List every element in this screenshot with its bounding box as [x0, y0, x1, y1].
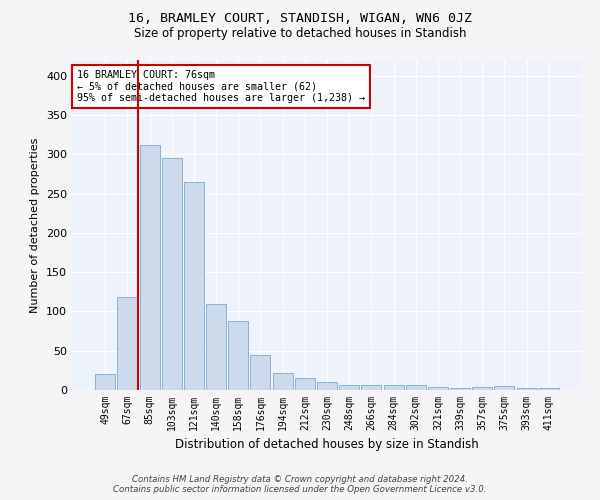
- Bar: [295, 378, 315, 390]
- Text: 16 BRAMLEY COURT: 76sqm
← 5% of detached houses are smaller (62)
95% of semi-det: 16 BRAMLEY COURT: 76sqm ← 5% of detached…: [77, 70, 365, 103]
- Bar: [162, 158, 182, 390]
- Bar: [250, 354, 271, 390]
- Bar: [140, 145, 160, 390]
- Bar: [406, 384, 426, 390]
- Bar: [95, 374, 115, 390]
- Bar: [361, 386, 382, 390]
- Bar: [228, 321, 248, 390]
- Bar: [383, 386, 404, 390]
- Y-axis label: Number of detached properties: Number of detached properties: [31, 138, 40, 312]
- Bar: [472, 387, 492, 390]
- Bar: [494, 386, 514, 390]
- Bar: [539, 388, 559, 390]
- Text: 16, BRAMLEY COURT, STANDISH, WIGAN, WN6 0JZ: 16, BRAMLEY COURT, STANDISH, WIGAN, WN6 …: [128, 12, 472, 26]
- Bar: [450, 388, 470, 390]
- Bar: [339, 384, 359, 390]
- X-axis label: Distribution of detached houses by size in Standish: Distribution of detached houses by size …: [175, 438, 479, 452]
- Bar: [184, 182, 204, 390]
- Bar: [517, 388, 536, 390]
- Bar: [317, 382, 337, 390]
- Text: Size of property relative to detached houses in Standish: Size of property relative to detached ho…: [134, 28, 466, 40]
- Bar: [118, 296, 137, 390]
- Bar: [272, 372, 293, 390]
- Bar: [428, 387, 448, 390]
- Text: Contains HM Land Registry data © Crown copyright and database right 2024.
Contai: Contains HM Land Registry data © Crown c…: [113, 474, 487, 494]
- Bar: [206, 304, 226, 390]
